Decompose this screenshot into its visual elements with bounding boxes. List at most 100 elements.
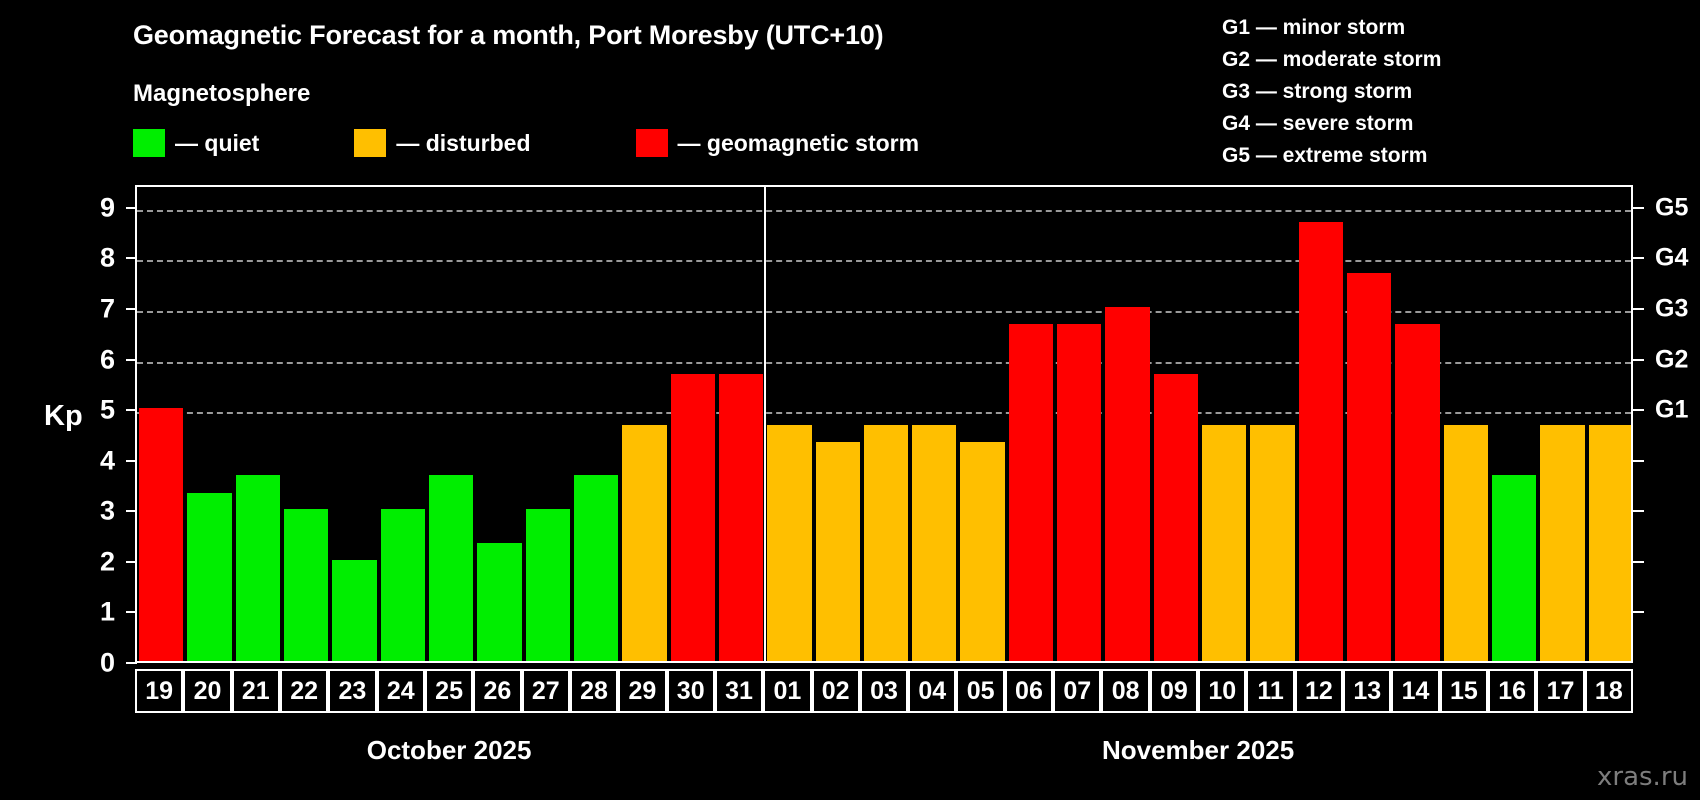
bar-november-15 (1443, 424, 1489, 661)
bar-november-18 (1588, 424, 1631, 661)
day-label-october-30: 30 (666, 669, 715, 713)
day-label-november-04: 04 (908, 669, 957, 713)
gscale-line-5: G5 — extreme storm (1222, 144, 1428, 167)
g-minor-tick-kp-1 (1633, 611, 1644, 614)
bar-november-09 (1153, 374, 1199, 661)
gridline-kp-9 (137, 209, 1631, 212)
gscale-legend: G1 — minor storm G2 — moderate storm G3 — … (1222, 12, 1441, 172)
legend-item-quiet: — quiet (133, 129, 259, 157)
g-tick-mark-G5 (1633, 206, 1644, 209)
month-separator (764, 187, 767, 661)
y-tick-mark-6 (126, 358, 137, 361)
y-tick-label-3: 3 (99, 495, 115, 526)
bar-october-21 (235, 475, 280, 661)
month-caption-october: October 2025 (366, 735, 532, 765)
bar-november-01 (767, 424, 812, 661)
y-tick-label-9: 9 (99, 192, 115, 223)
g-tick-mark-G4 (1633, 257, 1644, 260)
y-tick-label-4: 4 (99, 445, 115, 476)
day-label-november-03: 03 (859, 669, 909, 713)
bar-november-07 (1057, 323, 1102, 661)
legend-item-disturbed: — disturbed (354, 129, 531, 157)
bar-november-11 (1250, 424, 1295, 661)
bar-november-03 (863, 424, 909, 661)
day-label-november-11: 11 (1246, 669, 1295, 713)
day-label-november-13: 13 (1343, 669, 1392, 713)
day-label-october-25: 25 (424, 669, 474, 713)
bar-october-29 (622, 424, 667, 661)
day-label-october-28: 28 (569, 669, 619, 713)
bar-october-20 (187, 492, 232, 661)
bar-november-17 (1540, 424, 1585, 661)
legend-swatch-quiet (133, 129, 165, 157)
plot-area (135, 185, 1633, 663)
g-tick-mark-G3 (1633, 307, 1644, 310)
day-label-october-23: 23 (328, 669, 377, 713)
y-tick-mark-3 (126, 510, 137, 513)
y-tick-mark-0 (126, 662, 137, 664)
legend-swatch-disturbed (354, 129, 387, 157)
legend-label-storm: — geomagnetic storm (677, 129, 920, 156)
y-tick-label-8: 8 (99, 242, 115, 273)
day-label-november-01: 01 (763, 669, 812, 713)
g-tick-label-G4: G4 (1655, 243, 1689, 272)
day-label-october-26: 26 (473, 669, 522, 713)
bar-october-30 (670, 374, 715, 661)
day-label-november-10: 10 (1198, 669, 1247, 713)
bar-november-06 (1008, 323, 1054, 661)
y-tick-label-2: 2 (99, 546, 115, 577)
bar-november-08 (1105, 306, 1150, 661)
day-label-november-08: 08 (1101, 669, 1150, 713)
y-tick-mark-8 (126, 257, 137, 260)
bar-november-02 (815, 441, 860, 661)
gridline-kp-6 (137, 361, 1631, 364)
day-label-october-20: 20 (183, 669, 232, 713)
day-label-november-17: 17 (1536, 669, 1585, 713)
day-label-november-15: 15 (1439, 669, 1489, 713)
day-label-october-27: 27 (521, 669, 570, 713)
gridline-kp-7 (137, 310, 1631, 313)
legend-item-storm: — geomagnetic storm (635, 129, 920, 157)
day-label-october-19: 19 (135, 669, 184, 713)
y-tick-label-1: 1 (99, 596, 115, 627)
bar-october-24 (380, 509, 425, 661)
y-tick-mark-7 (126, 307, 137, 310)
day-label-november-18: 18 (1584, 669, 1633, 713)
day-label-november-05: 05 (956, 669, 1005, 713)
day-label-november-14: 14 (1391, 669, 1440, 713)
bar-november-12 (1298, 222, 1344, 661)
bar-october-27 (525, 509, 570, 661)
gscale-line-4: G4 — severe storm (1222, 112, 1414, 135)
month-caption-november: November 2025 (1101, 735, 1295, 765)
day-label-october-31: 31 (714, 669, 764, 713)
bar-november-14 (1395, 323, 1440, 661)
day-label-november-07: 07 (1053, 669, 1102, 713)
day-label-november-12: 12 (1294, 669, 1344, 713)
y-tick-mark-5 (126, 409, 137, 412)
gridline-kp-8 (137, 260, 1631, 263)
bar-november-13 (1347, 273, 1392, 661)
g-minor-tick-kp-3 (1633, 510, 1644, 513)
g-tick-label-G1: G1 (1655, 395, 1689, 424)
bar-november-16 (1492, 475, 1537, 661)
legend-swatch-storm (635, 129, 668, 157)
day-label-october-21: 21 (231, 669, 280, 713)
legend: — quiet — disturbed — geomagnetic storm (133, 128, 919, 158)
day-label-october-24: 24 (376, 669, 425, 713)
bars (137, 187, 1631, 661)
magnetosphere-label: Magnetosphere (133, 80, 311, 107)
g-minor-tick-kp-2 (1633, 560, 1644, 563)
bar-november-04 (912, 424, 957, 661)
day-label-october-29: 29 (618, 669, 667, 713)
g-tick-label-G2: G2 (1655, 345, 1689, 373)
bar-october-19 (139, 408, 184, 661)
page-title: Geomagnetic Forecast for a month, Port M… (133, 20, 884, 50)
day-label-november-16: 16 (1488, 669, 1537, 713)
day-axis-labels: 19 20 21 22 23 24 25 26 27 28 29 30 31 01 02 03 04 05 06 07… (135, 669, 1633, 713)
bar-november-10 (1202, 424, 1247, 661)
day-label-november-06: 06 (1004, 669, 1054, 713)
y-tick-label-7: 7 (99, 293, 115, 324)
gridline-kp-5 (137, 412, 1631, 415)
bar-october-28 (573, 475, 619, 661)
day-label-november-09: 09 (1149, 669, 1199, 713)
